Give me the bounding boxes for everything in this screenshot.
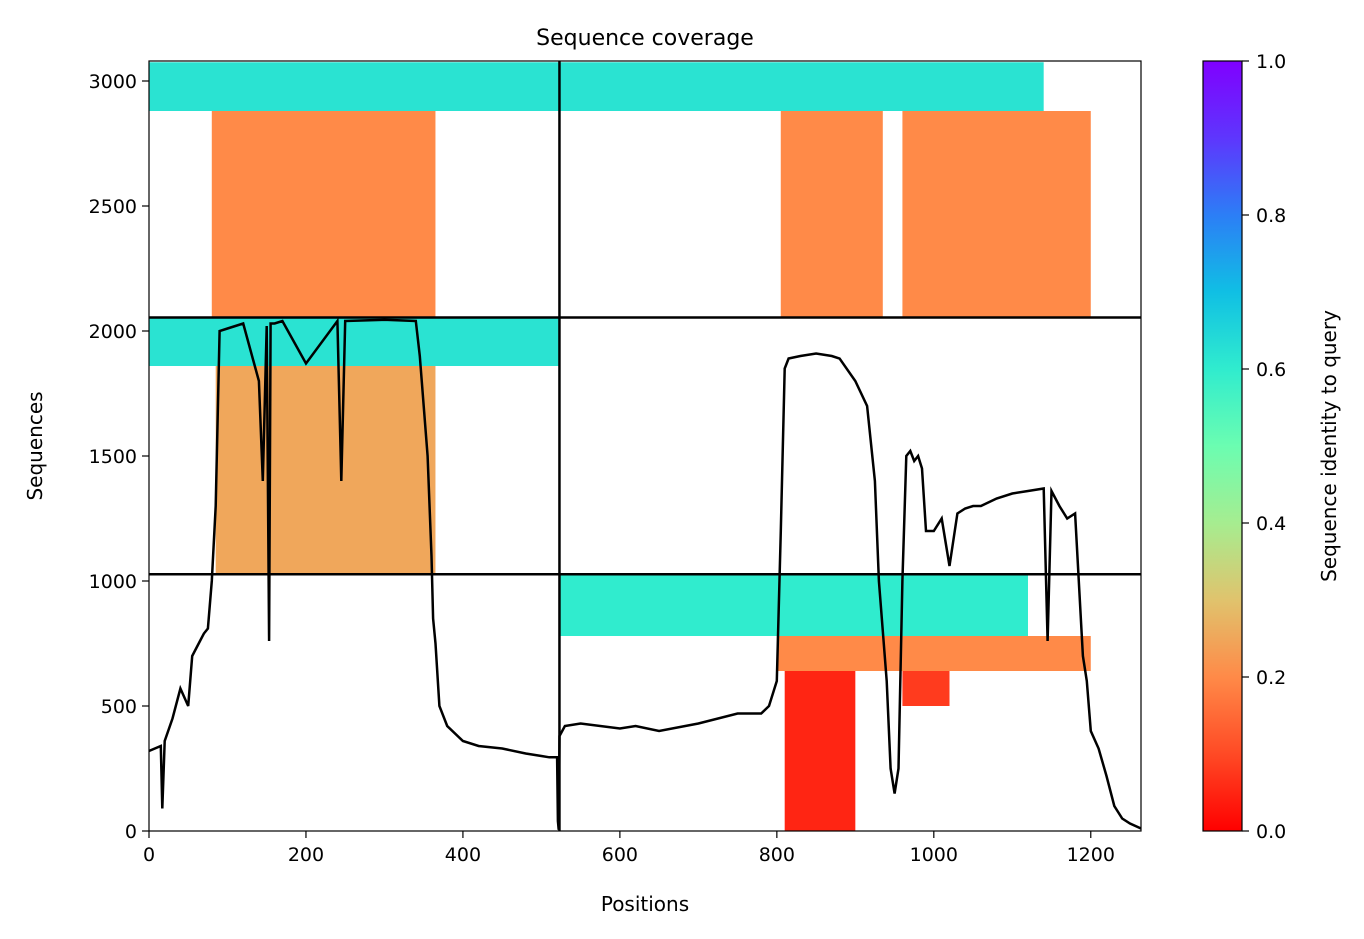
x-axis-label: Positions	[601, 892, 689, 916]
coverage-block-6	[149, 317, 560, 366]
coverage-block-2	[780, 111, 883, 318]
y-tick-label: 2000	[89, 321, 137, 343]
y-tick-label: 2500	[89, 196, 137, 218]
coverage-block-10	[902, 671, 950, 706]
y-axis-label: Sequences	[23, 391, 47, 500]
plot-frame	[148, 60, 1142, 832]
x-tick-label: 1200	[1067, 844, 1115, 866]
y-axis-ticks: 0 500 1000 1500 2000 2500 3000	[89, 71, 149, 843]
colorbar-tick-label: 0.2	[1256, 667, 1286, 689]
coverage-line	[149, 317, 1141, 830]
colorbar-ticks: 0.0 0.2 0.4 0.6 0.8 1.0	[1242, 51, 1286, 843]
coverage-block-5	[215, 366, 436, 575]
colorbar-tick-label: 1.0	[1256, 51, 1286, 73]
coverage-block-7	[559, 574, 1028, 636]
x-tick-label: 0	[143, 844, 155, 866]
coverage-block-9	[784, 671, 856, 831]
y-tick-label: 1500	[89, 446, 137, 468]
chart-title: Sequence coverage	[536, 26, 754, 51]
coverage-block-3	[902, 111, 1091, 318]
coverage-block-8	[776, 636, 1091, 671]
chain-boundaries	[149, 61, 1141, 831]
colorbar-tick-label: 0.6	[1256, 359, 1286, 381]
x-axis-ticks: 0 200 400 600 800 1000 1200	[143, 831, 1115, 866]
x-tick-label: 200	[288, 844, 324, 866]
y-tick-label: 0	[125, 821, 137, 843]
x-tick-label: 600	[602, 844, 638, 866]
x-tick-label: 800	[759, 844, 795, 866]
y-tick-label: 3000	[89, 71, 137, 93]
colorbar-label: Sequence identity to query	[1317, 310, 1341, 582]
coverage-block-1	[149, 62, 560, 111]
coverage-block-4	[559, 62, 1044, 111]
colorbar-tick-label: 0.8	[1256, 205, 1286, 227]
colorbar-tick-label: 0.0	[1256, 821, 1286, 843]
coverage-blocks	[149, 62, 1091, 831]
y-tick-label: 500	[101, 696, 137, 718]
colorbar	[1202, 60, 1243, 832]
colorbar-tick-label: 0.4	[1256, 513, 1286, 535]
coverage-block-0	[211, 111, 436, 318]
x-tick-label: 400	[445, 844, 481, 866]
y-tick-label: 1000	[89, 571, 137, 593]
x-tick-label: 1000	[910, 844, 958, 866]
